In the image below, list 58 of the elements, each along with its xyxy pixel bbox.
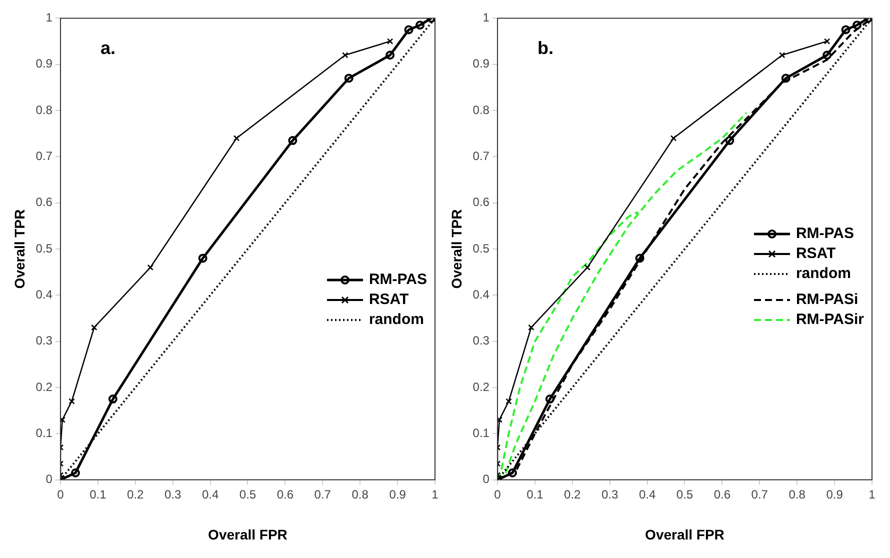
y-tick-label: 0.6 (472, 195, 490, 210)
y-tick-label: 0.2 (472, 380, 490, 394)
y-tick-label: 0.8 (36, 102, 53, 117)
y-tick-label: 0.6 (36, 195, 53, 210)
x-tick-label: 0.5 (676, 487, 694, 502)
legend-label: RSAT (368, 291, 409, 308)
x-tick-label: 0.8 (352, 487, 369, 502)
x-tick-label: 0.9 (826, 487, 844, 502)
y-tick-label: 0.4 (36, 287, 53, 302)
x-tick-label: 0.6 (276, 487, 294, 502)
x-tick-label: 1 (868, 487, 876, 502)
legend-label: RM-PASir (796, 311, 864, 328)
y-tick-label: 0.1 (472, 426, 490, 440)
y-tick-label: 0.4 (472, 287, 490, 302)
y-tick-label: 0.8 (472, 102, 490, 117)
y-tick-label: 0.2 (36, 380, 53, 394)
y-axis-title: Overall TPR (11, 209, 28, 289)
y-tick-label: 0.1 (36, 426, 53, 440)
x-tick-label: 0.8 (788, 487, 806, 502)
x-tick-label: 0.6 (714, 487, 731, 502)
x-tick-label: 0.4 (638, 487, 656, 502)
x-tick-label: 0.1 (90, 487, 107, 502)
x-tick-label: 0 (57, 487, 64, 502)
legend-label: RM-PAS (368, 271, 427, 288)
x-tick-label: 0.3 (601, 487, 618, 502)
y-tick-label: 0 (46, 472, 53, 486)
x-axis-title: Overall FPR (208, 526, 288, 542)
x-tick-label: 0.7 (314, 487, 332, 502)
y-tick-label: 1 (482, 10, 490, 25)
legend-label: random (796, 265, 851, 282)
y-tick-label: 0.5 (36, 241, 53, 256)
annotation: b. (537, 38, 554, 58)
x-tick-label: 0.2 (564, 487, 582, 502)
x-axis-title: Overall FPR (645, 526, 724, 542)
y-tick-label: 0.9 (472, 56, 490, 71)
y-tick-label: 0.7 (36, 148, 53, 163)
y-tick-label: 0 (482, 472, 490, 486)
legend-label: RM-PASi (796, 291, 858, 308)
y-tick-label: 0.5 (472, 241, 490, 256)
x-tick-label: 0.5 (239, 487, 256, 502)
x-tick-label: 0.7 (751, 487, 768, 502)
x-tick-label: 0.2 (127, 487, 144, 502)
legend-label: RM-PAS (796, 225, 854, 242)
y-tick-label: 1 (46, 10, 53, 25)
x-tick-label: 0.9 (389, 487, 406, 502)
y-tick-label: 0.3 (36, 334, 53, 348)
x-tick-label: 0.1 (526, 487, 544, 502)
y-axis-title: Overall TPR (448, 209, 464, 289)
x-tick-label: 0 (494, 487, 502, 502)
y-tick-label: 0.7 (472, 148, 490, 163)
annotation: a. (100, 38, 116, 58)
x-tick-label: 1 (432, 487, 439, 502)
legend-label: RSAT (796, 245, 836, 262)
x-tick-label: 0.3 (164, 487, 182, 502)
y-tick-label: 0.9 (36, 56, 53, 71)
y-tick-label: 0.3 (472, 334, 490, 348)
legend-label: random (368, 311, 424, 328)
x-tick-label: 0.4 (202, 487, 219, 502)
